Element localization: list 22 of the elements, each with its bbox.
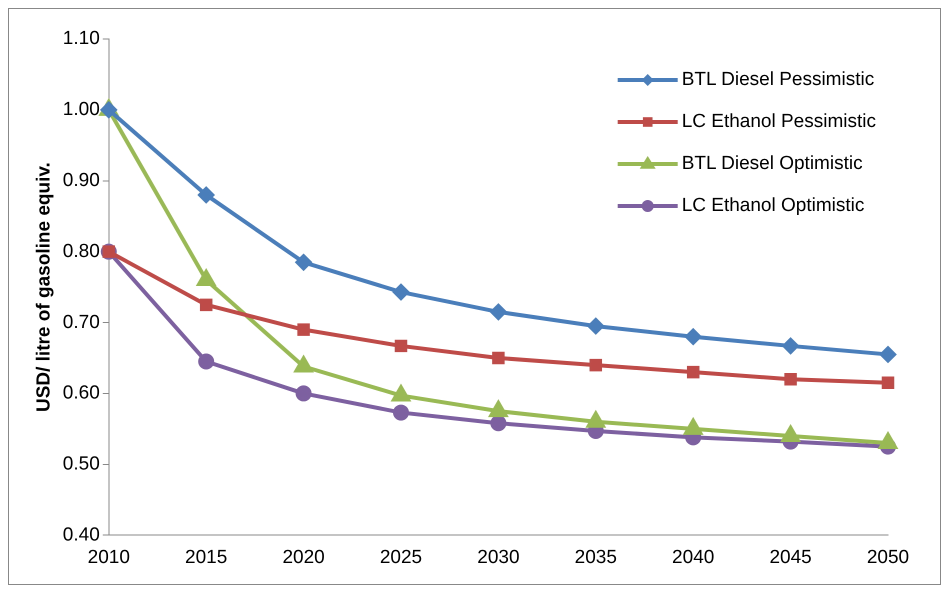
legend-label: BTL Diesel Optimistic bbox=[682, 153, 863, 174]
y-tick-label: 1.00 bbox=[62, 99, 100, 120]
y-tick-label: 0.50 bbox=[62, 454, 100, 475]
y-tick-label: 0.70 bbox=[62, 312, 100, 333]
legend-label: LC Ethanol Pessimistic bbox=[682, 111, 876, 132]
x-tick-label: 2040 bbox=[672, 546, 714, 568]
x-tick-label: 2025 bbox=[380, 546, 422, 568]
y-tick-label: 0.40 bbox=[62, 524, 100, 546]
y-axis-title: USD/ litre of gasoline equiv. bbox=[34, 162, 55, 412]
y-tick-label: 0.60 bbox=[62, 382, 100, 404]
x-tick-label: 2030 bbox=[477, 546, 520, 568]
x-tick-label: 2010 bbox=[88, 546, 130, 568]
legend-label: BTL Diesel Pessimistic bbox=[682, 69, 874, 90]
y-tick-label: 0.80 bbox=[62, 240, 100, 262]
x-tick-label: 2050 bbox=[866, 546, 910, 568]
x-tick-label: 2045 bbox=[769, 546, 812, 568]
y-tick-label: 0.90 bbox=[62, 170, 100, 192]
y-tick-label: 1.10 bbox=[62, 28, 100, 50]
legend-label: LC Ethanol Optimistic bbox=[682, 195, 864, 216]
x-tick-label: 2015 bbox=[185, 546, 228, 568]
x-tick-label: 2020 bbox=[282, 546, 325, 568]
x-tick-label: 2035 bbox=[574, 546, 617, 568]
